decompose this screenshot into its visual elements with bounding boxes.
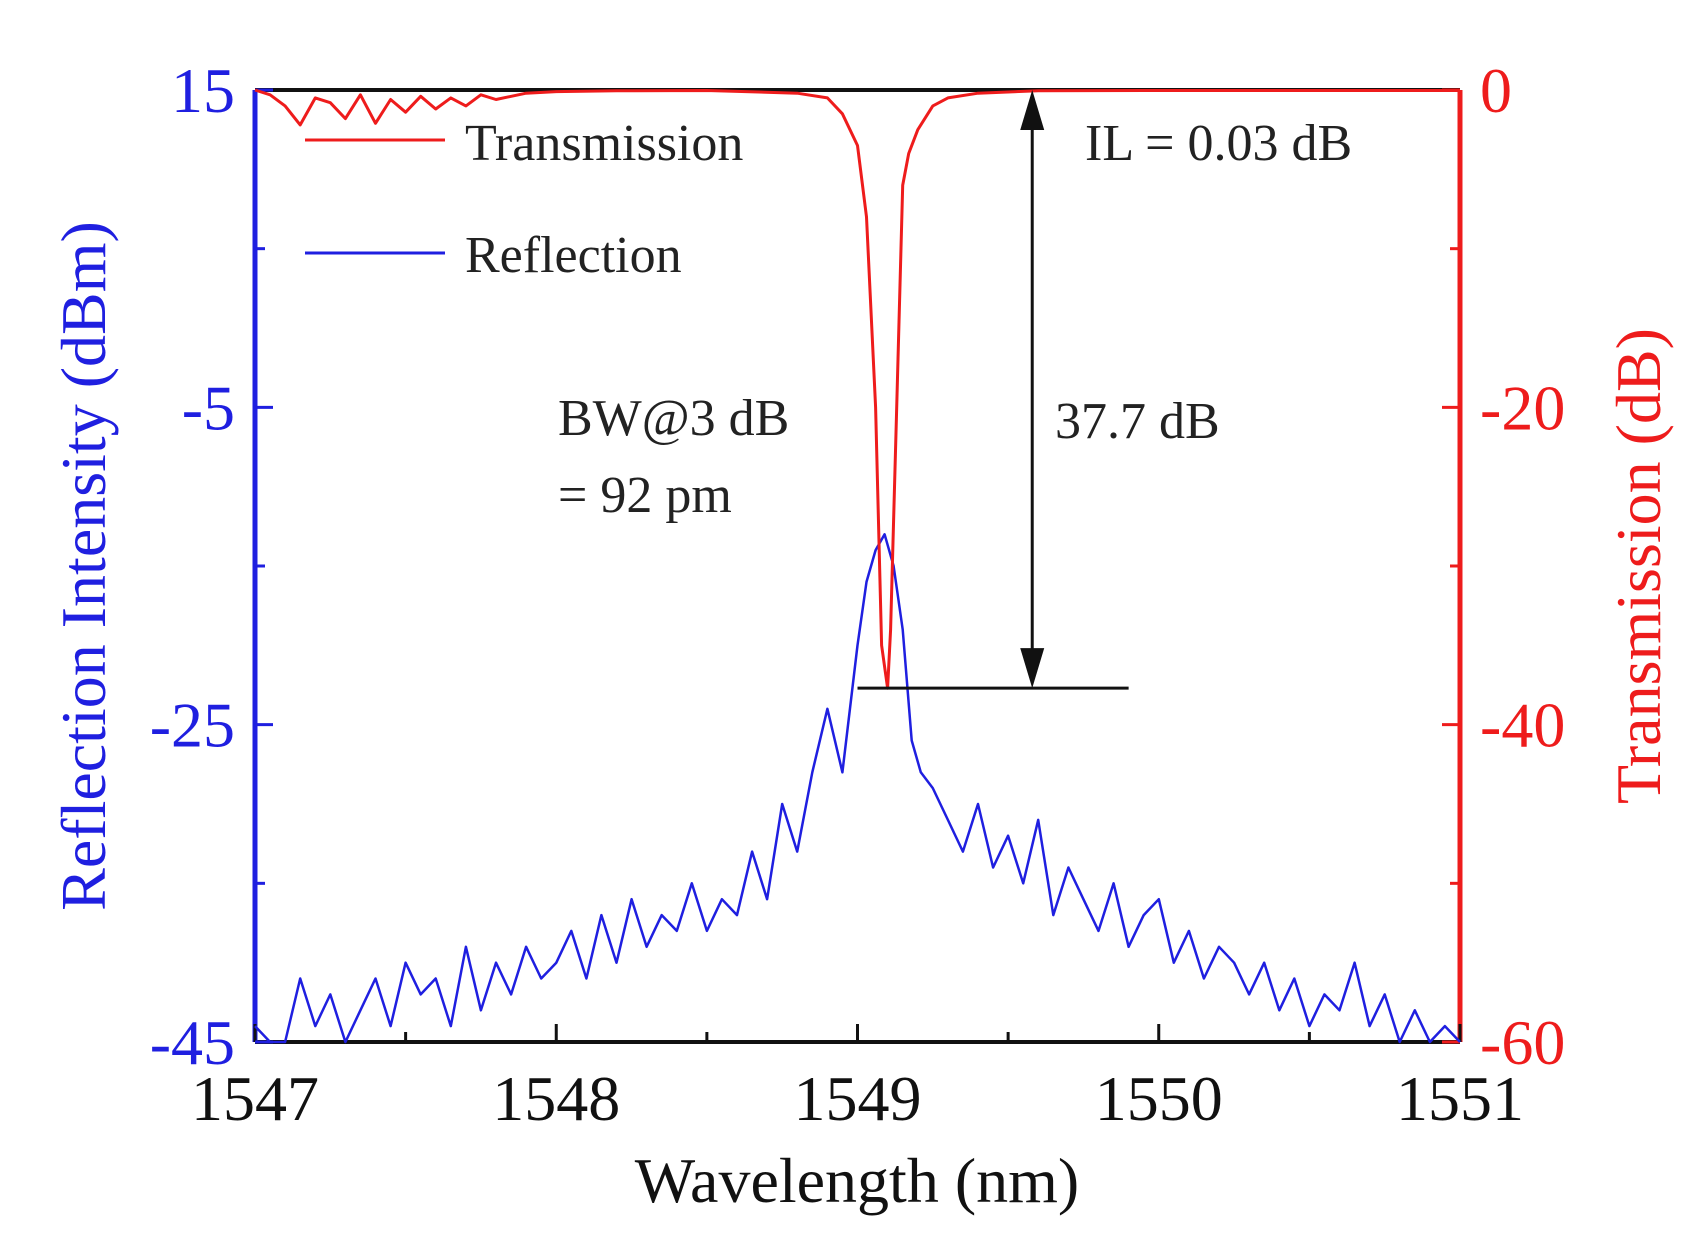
left-y-ticks: 15 -5 -25 -45 <box>150 55 273 1078</box>
x-tick-label: 1551 <box>1396 1063 1524 1134</box>
x-tick-label: 1549 <box>794 1063 922 1134</box>
x-ticks: 1547 1548 1549 1550 1551 <box>191 1024 1524 1134</box>
series-line-reflection <box>254 533 1461 1044</box>
series-line-transmission <box>254 88 1460 690</box>
annotation-bw-line2: = 92 pm <box>558 467 732 524</box>
x-tick-label: 1548 <box>492 1063 620 1134</box>
left-y-tick-label: -5 <box>182 372 235 443</box>
legend-reflection-label: Reflection <box>465 227 682 284</box>
right-y-tick-label: -40 <box>1480 690 1565 761</box>
right-y-tick-label: -20 <box>1480 372 1565 443</box>
left-y-tick-label: 15 <box>171 55 235 126</box>
annotation-bw-line1: BW@3 dB <box>558 390 789 447</box>
right-y-tick-label: -60 <box>1480 1007 1565 1078</box>
annotation-arrow-head-bottom <box>1020 648 1045 689</box>
right-y-ticks: 0 -20 -40 -60 <box>1442 55 1565 1078</box>
annotation-arrow-head-top <box>1020 90 1045 130</box>
left-y-axis-title: Reflection Intensity (dBm) <box>48 221 119 911</box>
x-tick-label: 1550 <box>1095 1063 1223 1134</box>
annotation-il: IL = 0.03 dB <box>1085 115 1352 172</box>
right-y-axis-title: Transmission (dB) <box>1603 328 1674 804</box>
annotation-depth: 37.7 dB <box>1055 393 1220 450</box>
left-y-tick-label: -25 <box>150 690 235 761</box>
right-y-tick-label: 0 <box>1480 55 1512 126</box>
x-axis-title: Wavelength (nm) <box>635 1145 1079 1216</box>
x-tick-label: 1547 <box>191 1063 319 1134</box>
left-y-tick-label: -45 <box>150 1007 235 1078</box>
legend-transmission-label: Transmission <box>465 115 743 172</box>
